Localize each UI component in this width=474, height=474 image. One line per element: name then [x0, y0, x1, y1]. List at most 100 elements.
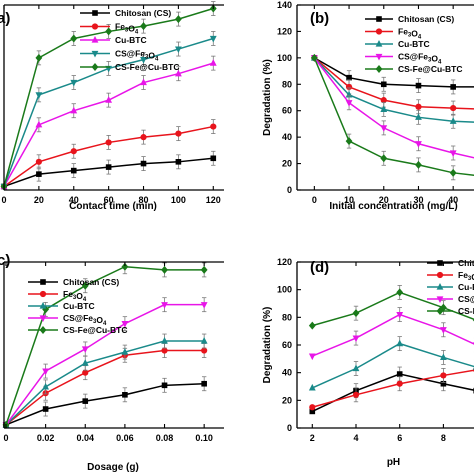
data-point — [380, 154, 388, 163]
data-point — [396, 380, 403, 387]
data-point — [396, 371, 403, 377]
data-point — [42, 406, 49, 412]
panel-label: a) — [0, 10, 10, 27]
y-tick-label: 0 — [287, 185, 292, 195]
y-tick-label: 20 — [282, 159, 292, 169]
data-point — [309, 404, 316, 411]
data-point — [440, 303, 447, 312]
data-point — [121, 348, 129, 355]
series-cs-fe-cu-btc — [310, 53, 474, 181]
data-point — [161, 265, 168, 274]
y-tick-label: 120 — [277, 26, 292, 36]
chart-panel: 0 20 40 60 80 100 120 Contact time (min) Chitosa… — [0, 1, 224, 212]
plot-area — [2, 262, 208, 429]
x-tick-label: 10 — [344, 195, 354, 205]
data-point — [39, 326, 47, 334]
legend-label: Fe3O4 — [115, 22, 139, 36]
series-line — [5, 340, 205, 426]
data-point — [436, 271, 444, 279]
data-point — [81, 281, 89, 290]
data-point — [70, 148, 77, 155]
x-tick-label: 0 — [312, 195, 317, 205]
series-fe3o4 — [2, 343, 208, 428]
data-point — [450, 104, 457, 112]
data-point — [175, 69, 182, 77]
x-tick-label: 0.06 — [116, 433, 134, 443]
data-point — [309, 408, 316, 415]
data-point — [140, 134, 147, 141]
data-point — [396, 339, 404, 347]
panel-label: (b) — [310, 10, 329, 27]
y-axis-title: Degradation (%) — [262, 307, 273, 384]
data-point — [35, 158, 42, 165]
y-tick-label: 100 — [277, 285, 292, 295]
series-line — [311, 373, 474, 413]
data-point — [40, 279, 46, 285]
legend-label: Fe3O4 — [63, 289, 87, 303]
data-point — [440, 327, 447, 334]
x-tick-label: 100 — [171, 195, 186, 205]
legend-label: Cu-BTC — [115, 35, 147, 45]
legend-label: Chitosan (CS) — [398, 14, 454, 24]
legend-label: CS-Fe@Cu-BTC — [458, 306, 474, 316]
data-point — [175, 130, 182, 137]
series-line — [313, 57, 474, 110]
data-point — [70, 106, 78, 114]
y-tick-label: 20 — [282, 395, 292, 405]
data-point — [201, 380, 207, 387]
data-point — [415, 141, 422, 148]
data-point — [437, 260, 443, 266]
data-point — [415, 103, 422, 110]
y-tick-label: 120 — [277, 257, 292, 267]
series-cs-fe-cu-btc — [308, 285, 474, 330]
plot-area — [0, 1, 217, 191]
series-cs-fe3o4 — [2, 297, 208, 429]
data-point — [440, 380, 447, 387]
data-point — [352, 364, 360, 372]
data-point — [121, 262, 129, 271]
legend-label: CS@Fe3O4 — [398, 52, 442, 66]
data-point — [200, 265, 208, 274]
data-point — [396, 311, 404, 319]
series-line — [312, 369, 474, 408]
x-axis-title: Initial concentration (mg/L) — [329, 201, 457, 212]
data-point — [380, 105, 388, 112]
data-point — [440, 353, 447, 361]
data-point — [161, 347, 168, 354]
data-point — [209, 35, 217, 43]
data-point — [380, 81, 387, 88]
data-point — [345, 137, 353, 146]
y-tick-label: 0 — [287, 423, 292, 433]
legend-label: CS-Fe@Cu-BTC — [63, 325, 127, 335]
data-point — [81, 346, 89, 353]
panel-label: c) — [0, 252, 10, 269]
plot-area — [310, 53, 474, 181]
series-line — [5, 349, 205, 426]
data-point — [352, 391, 360, 398]
data-point — [376, 16, 382, 22]
chart-panel: 0 0.02 0.04 0.06 0.08 0.10 Dosage (g) Chitosan … — [0, 252, 224, 473]
x-tick-label: 80 — [139, 195, 149, 205]
data-point — [35, 120, 43, 128]
data-point — [42, 382, 50, 390]
x-tick-label: 20 — [34, 195, 44, 205]
legend-label: Chitosan (CS) — [115, 8, 171, 18]
data-point — [91, 50, 99, 58]
data-point — [200, 337, 208, 344]
series-cs-fe3o4 — [308, 307, 474, 361]
series-cs-fe-cu-btc — [0, 1, 217, 191]
series-line — [5, 382, 205, 426]
data-point — [310, 53, 318, 62]
data-point — [449, 117, 457, 124]
x-tick-label: 0 — [3, 433, 8, 443]
legend-label: CS-Fe@Cu-BTC — [398, 64, 462, 74]
series-line — [311, 342, 474, 389]
x-tick-label: 20 — [379, 195, 389, 205]
legend-label: CS@Fe3O4 — [458, 294, 474, 308]
data-point — [308, 383, 316, 391]
data-point — [82, 369, 89, 376]
data-point — [70, 79, 78, 87]
x-tick-label: 0.08 — [156, 433, 174, 443]
